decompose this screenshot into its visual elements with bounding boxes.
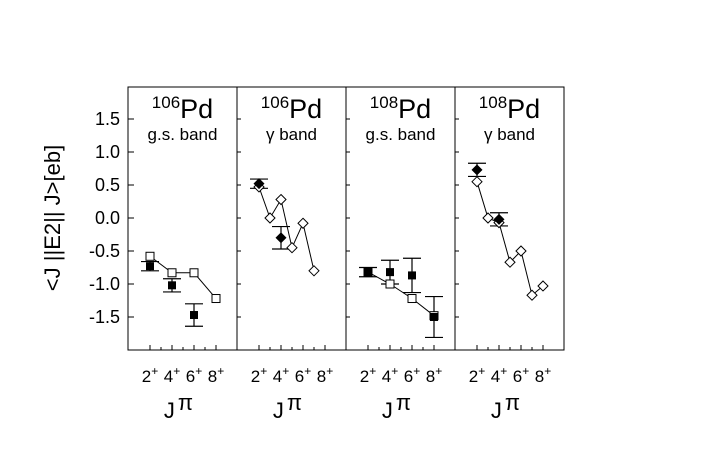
- x-tick-label: 2+: [469, 364, 485, 386]
- calc-series-line: [476, 181, 544, 297]
- x-tick-label: 8+: [208, 364, 224, 386]
- y-tick-label: -0.5: [89, 241, 120, 261]
- panel-title: 108Pd: [370, 93, 431, 124]
- panel-title-mass: 106: [261, 93, 289, 112]
- calc-series-line: [258, 186, 315, 271]
- panel-band-label: g.s. band: [148, 125, 218, 144]
- calc-point: [286, 241, 298, 254]
- panel-title: 106Pd: [152, 93, 213, 124]
- x-tick-label: 2+: [142, 364, 158, 386]
- calc-point: [471, 175, 483, 188]
- x-tick-label: 2+: [360, 364, 376, 386]
- y-axis-ticks: 1.5 1.0 0.5 0.0 -0.5 -1.0 -1.5: [89, 109, 134, 327]
- exp-point: [493, 213, 505, 225]
- calc-point: [308, 265, 320, 277]
- panel-title-element: Pd: [289, 94, 322, 124]
- calc-point: [145, 251, 155, 261]
- exp-point: [364, 268, 372, 277]
- y-tick-label: -1.0: [89, 274, 120, 294]
- calc-point: [264, 212, 276, 224]
- exp-point: [408, 271, 416, 280]
- panel-band-label: γ band: [266, 125, 317, 144]
- calc-point: [275, 193, 287, 206]
- panel-title-mass: 108: [370, 93, 398, 112]
- panel-title-element: Pd: [398, 94, 431, 124]
- panel-title: 106Pd: [261, 93, 322, 124]
- exp-point: [471, 164, 483, 176]
- calc-point: [482, 212, 494, 224]
- x-tick-label: 6+: [513, 364, 529, 386]
- y-tick-label: -1.5: [89, 307, 120, 327]
- x-tick-label: 6+: [186, 364, 202, 386]
- x-tick-label: 8+: [426, 364, 442, 386]
- calc-point: [515, 245, 527, 257]
- x-tick-label: 6+: [404, 364, 420, 386]
- y-axis-title: <J ||E2|| J>[eb]: [40, 145, 65, 291]
- y-axis-title-group: <J ||E2|| J>[eb]: [40, 145, 65, 291]
- calc-series-line: [367, 271, 435, 317]
- exp-point: [168, 281, 176, 290]
- exp-point: [146, 262, 154, 271]
- x-tick-label: 4+: [164, 364, 180, 386]
- panel-band-label: γ band: [484, 125, 535, 144]
- x-tick-label: 8+: [317, 364, 333, 386]
- x-tick-label: 4+: [273, 364, 289, 386]
- x-tick-label: 6+: [295, 364, 311, 386]
- calc-point: [189, 268, 199, 278]
- y-tick-label: 0.5: [95, 175, 120, 195]
- panel-title: 108Pd: [479, 93, 540, 124]
- exp-point: [190, 311, 198, 320]
- calc-point: [407, 294, 417, 304]
- calc-point: [167, 268, 177, 278]
- x-tick-label: 4+: [491, 364, 507, 386]
- panel-title-mass: 108: [479, 93, 507, 112]
- panel-title-element: Pd: [507, 94, 540, 124]
- x-tick-label: 8+: [535, 364, 551, 386]
- x-tick-label: 2+: [251, 364, 267, 386]
- exp-point: [253, 178, 265, 190]
- calc-point: [211, 294, 221, 304]
- calc-series-line: [149, 255, 217, 299]
- y-tick-label: 1.0: [95, 142, 120, 162]
- calc-point: [504, 256, 516, 268]
- exp-point: [275, 232, 287, 244]
- calc-point: [537, 280, 549, 292]
- panel-title-mass: 106: [152, 93, 180, 112]
- calc-point: [297, 217, 309, 229]
- calc-point: [526, 289, 538, 301]
- exp-point: [386, 268, 394, 277]
- y-tick-label: 1.5: [95, 109, 120, 129]
- y-tick-label: 0.0: [95, 208, 120, 228]
- panel-band-label: g.s. band: [366, 125, 436, 144]
- calc-point: [385, 279, 395, 289]
- x-tick-label: 4+: [382, 364, 398, 386]
- panel-title-element: Pd: [180, 94, 213, 124]
- exp-point: [430, 313, 438, 321]
